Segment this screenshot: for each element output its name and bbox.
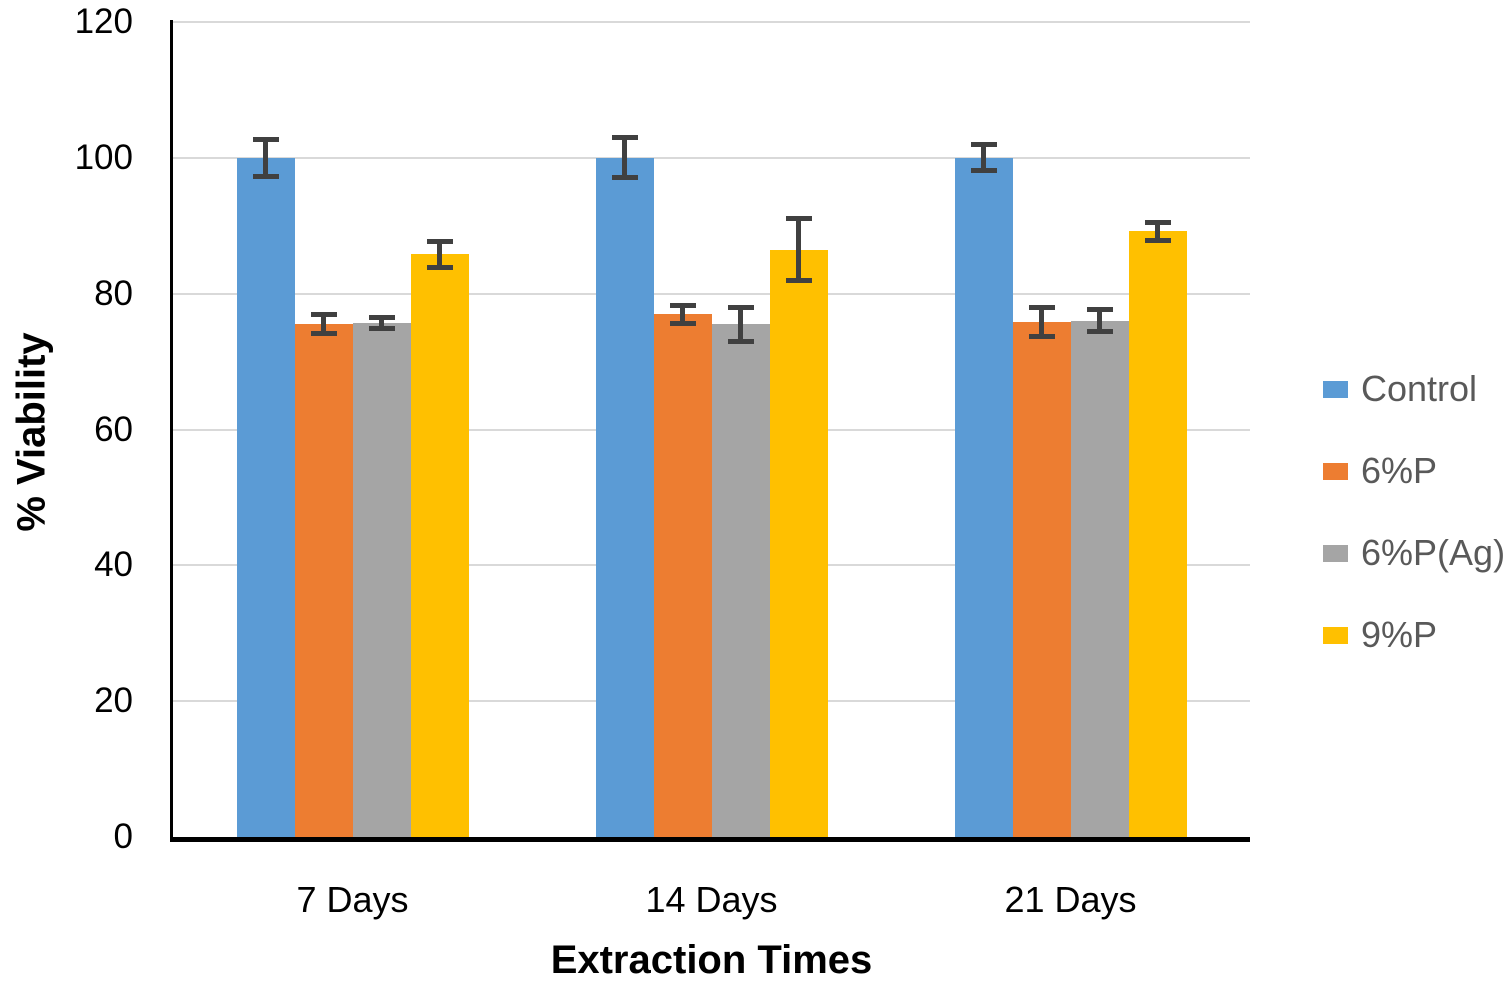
error-bar-9%P-21-Days: [1144, 219, 1171, 243]
error-bar-cap-top: [970, 142, 997, 148]
error-bar-6%P-7-Days: [310, 312, 337, 337]
legend-item-9%P: 9%P: [1323, 616, 1505, 654]
error-bar-cap-top: [669, 302, 696, 308]
error-bar-9%P-7-Days: [426, 238, 453, 270]
error-bar-cap-top: [727, 304, 754, 310]
error-bar-line: [680, 304, 685, 324]
error-bar-cap-top: [426, 238, 453, 244]
error-bar-6%P-21-Days: [1028, 305, 1055, 340]
error-bar-6%P(Ag)-7-Days: [368, 314, 395, 331]
error-bar-cap-bottom: [368, 325, 395, 331]
x-axis-line: [170, 837, 1250, 842]
error-bar-line: [981, 144, 986, 172]
bar-Control-7-Days: [236, 157, 295, 837]
error-bar-cap-bottom: [426, 264, 453, 270]
error-bar-6%P(Ag)-21-Days: [1086, 307, 1113, 335]
x-axis-category-labels: 7 Days 14 Days 21 Days: [173, 878, 1250, 928]
y-tick-label-40: 40: [94, 545, 133, 585]
legend-swatch-icon: [1323, 380, 1348, 398]
error-bar-cap-top: [1028, 305, 1055, 311]
gridline-120: [173, 21, 1250, 23]
error-bar-Control-7-Days: [252, 136, 279, 179]
bar-Control-21-Days: [954, 157, 1013, 837]
legend-label: 6%P(Ag): [1361, 532, 1506, 573]
error-bar-cap-top: [252, 136, 279, 142]
error-bar-cap-top: [1144, 219, 1171, 225]
plot-area: [173, 21, 1250, 837]
bar-6%P(Ag)-21-Days: [1070, 320, 1129, 837]
error-bar-cap-bottom: [669, 320, 696, 326]
gridline-100: [173, 156, 1250, 159]
error-bar-cap-top: [1086, 307, 1113, 313]
error-bar-Control-14-Days: [611, 135, 638, 181]
error-bar-cap-top: [611, 135, 638, 141]
error-bar-6%P-14-Days: [669, 302, 696, 326]
error-bar-cap-bottom: [310, 331, 337, 337]
x-category-label-14-Days: 14 Days: [645, 879, 778, 920]
bar-6%P-14-Days: [653, 314, 712, 837]
bar-9%P-14-Days: [769, 249, 828, 837]
legend-label: Control: [1361, 368, 1478, 409]
y-tick-label-0: 0: [113, 817, 133, 856]
bar-9%P-7-Days: [410, 254, 469, 837]
y-tick-label-60: 60: [94, 409, 133, 449]
error-bar-line: [738, 306, 743, 342]
y-tick-label-100: 100: [74, 137, 133, 177]
bar-6%P-21-Days: [1012, 322, 1071, 837]
error-bar-cap-bottom: [1086, 329, 1113, 335]
error-bar-6%P(Ag)-14-Days: [727, 304, 754, 344]
error-bar-cap-bottom: [727, 338, 754, 344]
error-bar-line: [1039, 307, 1044, 338]
y-tick-label-120: 120: [74, 2, 133, 41]
x-category-label-21-Days: 21 Days: [1004, 879, 1137, 920]
y-tick-label-80: 80: [94, 273, 133, 313]
error-bar-cap-bottom: [1144, 237, 1171, 243]
legend: Control 6%P 6%P(Ag) 9%P: [1323, 370, 1505, 654]
error-bar-line: [1155, 221, 1160, 241]
y-tick-label-20: 20: [94, 681, 133, 721]
error-bar-line: [622, 137, 627, 179]
error-bar-cap-top: [368, 314, 395, 320]
error-bar-line: [1097, 309, 1102, 333]
bar-Control-14-Days: [595, 157, 654, 837]
error-bar-line: [796, 217, 801, 282]
legend-swatch-icon: [1323, 462, 1348, 480]
error-bar-line: [321, 314, 326, 335]
legend-label: 9%P: [1361, 614, 1438, 655]
legend-item-Control: Control: [1323, 370, 1505, 408]
legend-item-6%P: 6%P: [1323, 452, 1505, 490]
error-bar-line: [263, 138, 268, 177]
x-category-label-7-Days: 7 Days: [296, 879, 409, 920]
legend-swatch-icon: [1323, 544, 1348, 562]
error-bar-line: [379, 316, 384, 329]
error-bar-cap-top: [785, 215, 812, 221]
error-bar-cap-bottom: [785, 278, 812, 284]
error-bar-cap-bottom: [1028, 334, 1055, 340]
bar-9%P-21-Days: [1128, 231, 1187, 837]
y-axis-line: [170, 20, 173, 840]
error-bar-cap-bottom: [611, 175, 638, 181]
error-bar-line: [437, 240, 442, 268]
bar-6%P(Ag)-7-Days: [352, 322, 411, 837]
bar-6%P(Ag)-14-Days: [711, 324, 770, 837]
error-bar-cap-top: [310, 312, 337, 318]
legend-swatch-icon: [1323, 626, 1348, 644]
error-bar-Control-21-Days: [970, 142, 997, 174]
error-bar-cap-bottom: [252, 173, 279, 179]
error-bar-9%P-14-Days: [785, 215, 812, 284]
error-bar-cap-bottom: [970, 168, 997, 174]
x-axis-title: Extraction Times: [550, 938, 873, 982]
y-axis-tick-labels: 0 20 40 60 80 100 120: [0, 0, 133, 989]
bar-6%P-7-Days: [294, 324, 353, 837]
gridline-80: [173, 292, 1250, 295]
legend-label: 6%P: [1361, 450, 1438, 491]
legend-item-6%P(Ag): 6%P(Ag): [1323, 534, 1505, 572]
